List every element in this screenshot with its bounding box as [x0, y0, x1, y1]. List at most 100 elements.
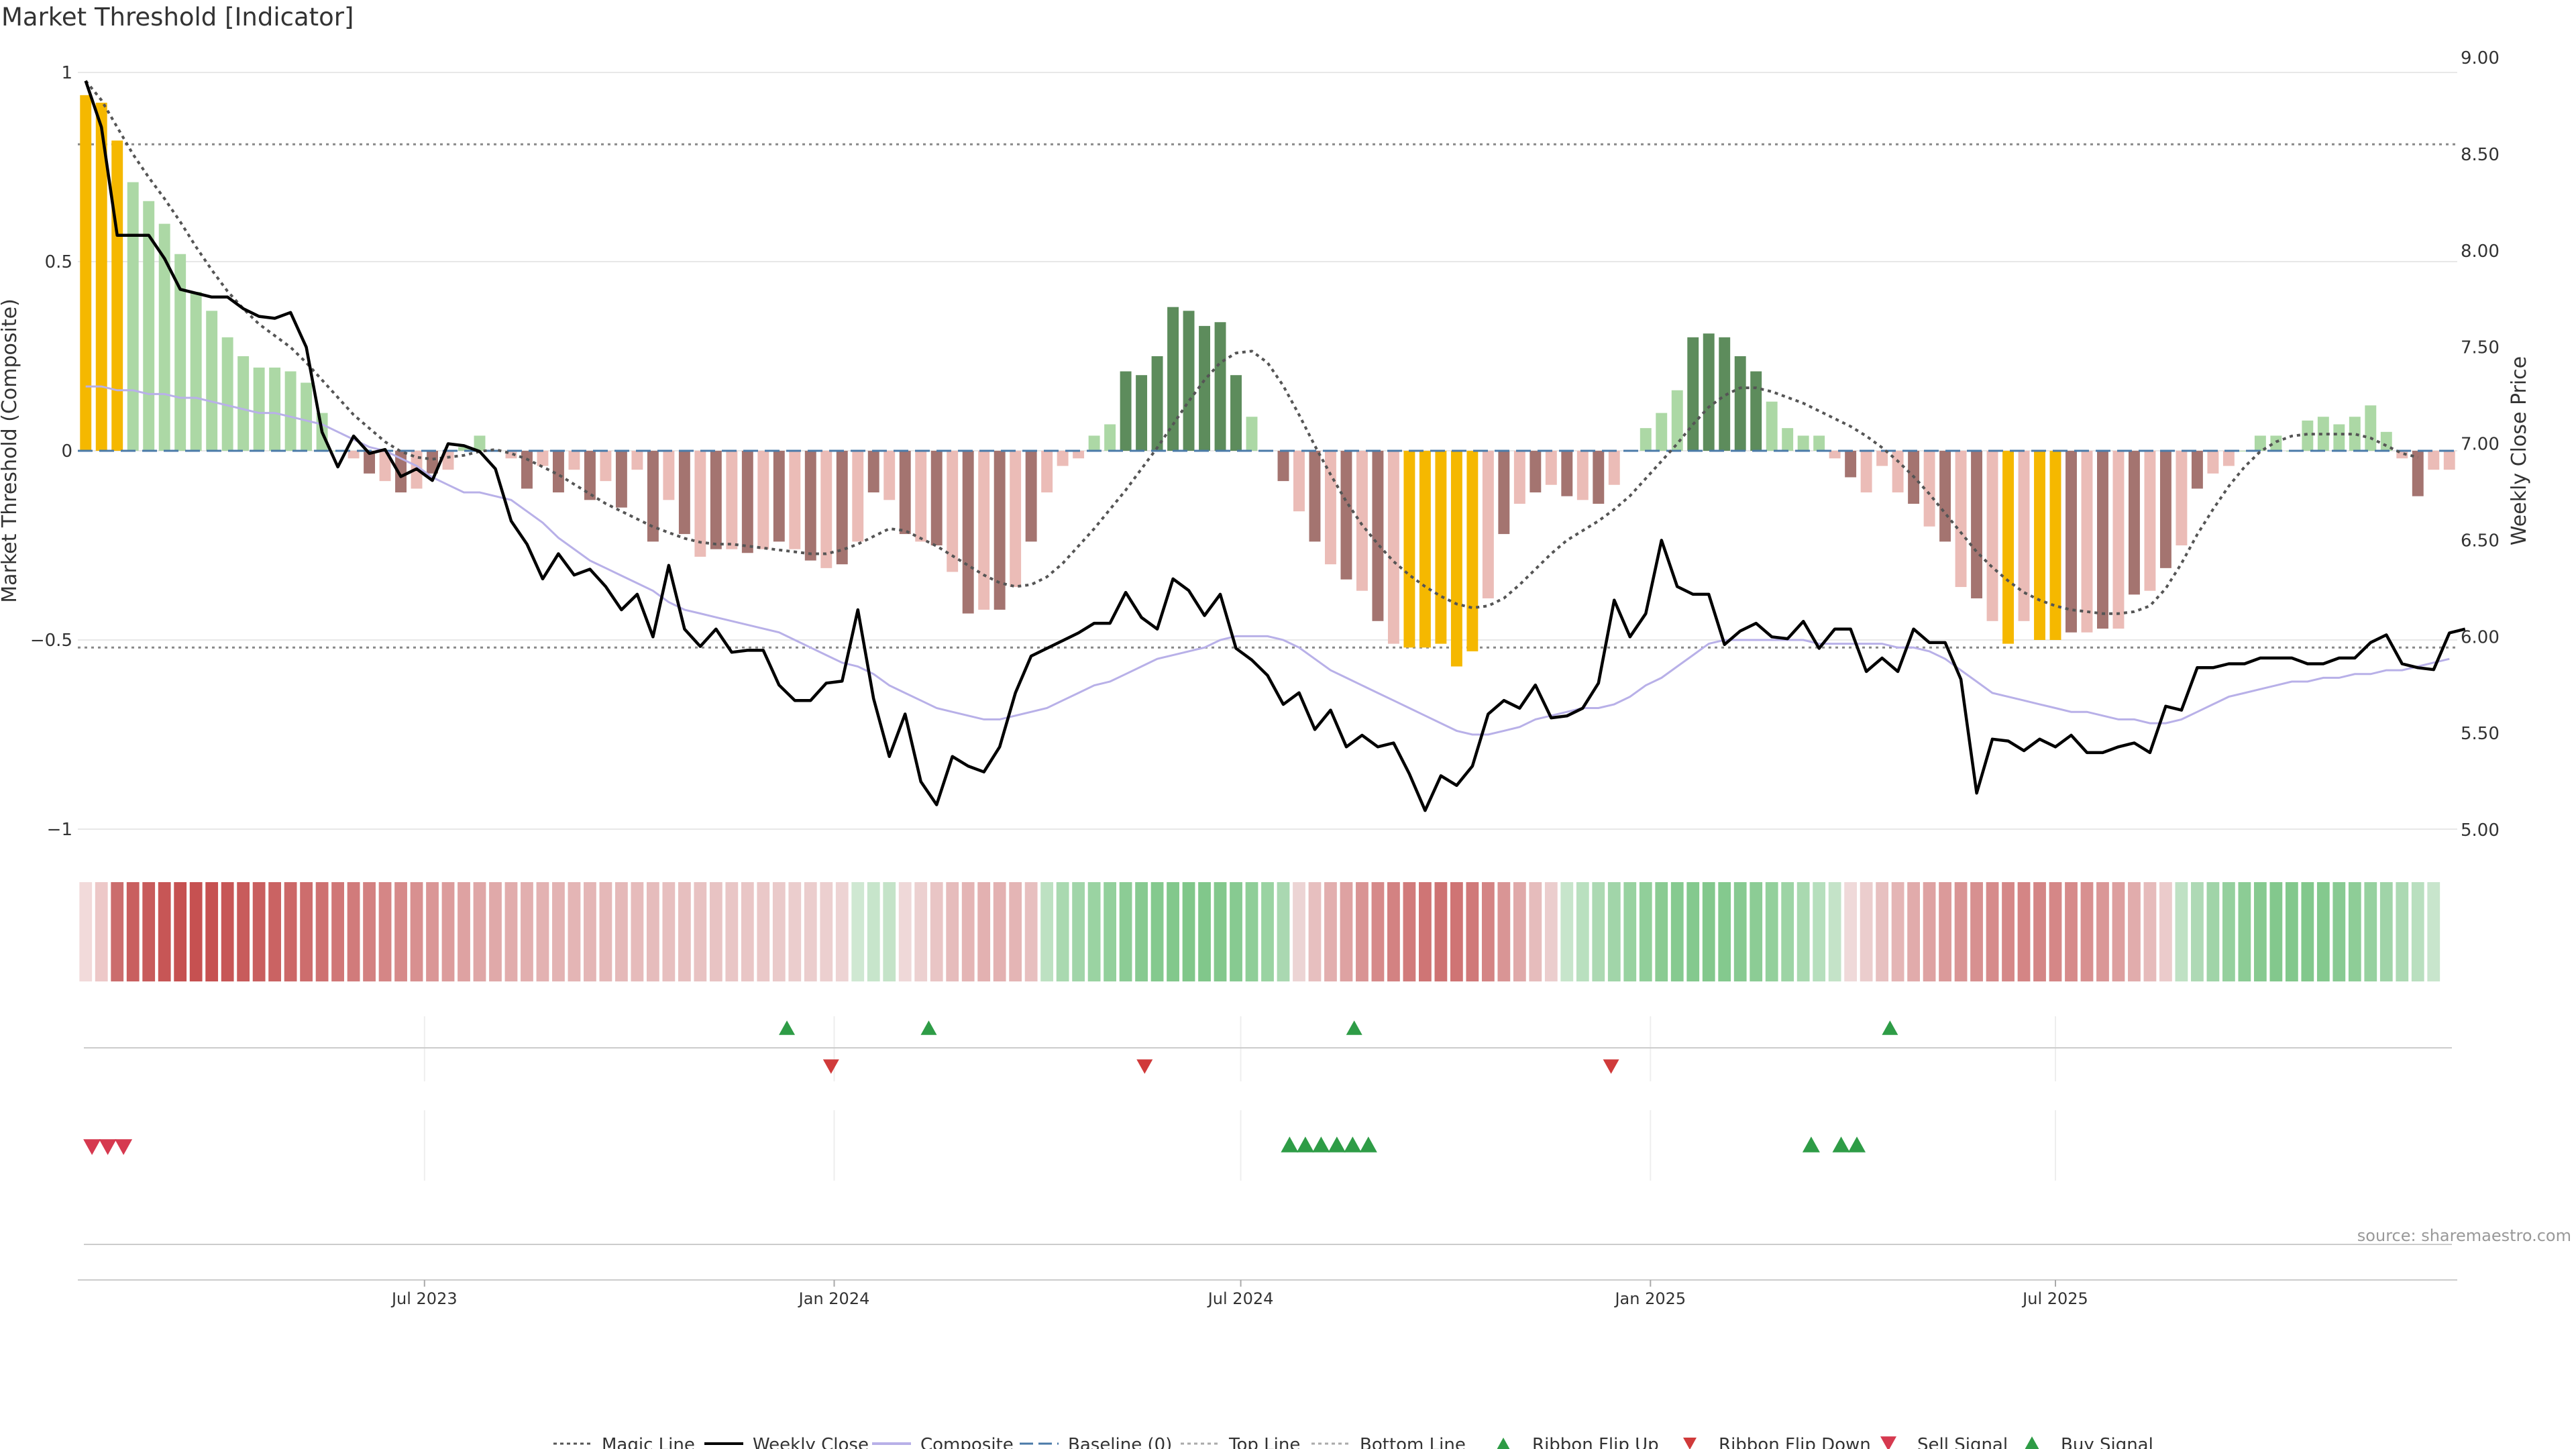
- ribbon-cell: [709, 882, 722, 981]
- composite-bar: [1214, 322, 1226, 451]
- ribbon-cell: [189, 882, 203, 981]
- ribbon-cell: [1939, 882, 1951, 981]
- composite-bar: [1797, 435, 1809, 451]
- ribbon-cell: [521, 882, 533, 981]
- composite-bar: [1010, 451, 1022, 588]
- weekly-close-line: [84, 80, 2466, 812]
- legend-item: Composite: [872, 1435, 1014, 1449]
- ribbon-cell: [331, 882, 344, 981]
- composite-bar: [631, 451, 643, 470]
- ribbon-cell: [1277, 882, 1290, 981]
- legend-label: Composite: [920, 1435, 1014, 1449]
- composite-bar: [1387, 451, 1399, 644]
- composite-bar: [1025, 451, 1037, 542]
- composite-bar: [347, 451, 360, 459]
- ribbon-cell: [1182, 882, 1195, 981]
- right-tick-label: 9.00: [2461, 48, 2500, 68]
- composite-bar: [615, 451, 627, 508]
- buy-signal-marker: [1344, 1136, 1362, 1152]
- composite-bar: [190, 292, 202, 451]
- composite-bar: [2018, 451, 2030, 621]
- ribbon-cell: [300, 882, 313, 981]
- ribbon-cell: [2396, 882, 2409, 981]
- ribbon-flip-down-marker: [1136, 1059, 1153, 1074]
- composite-bar: [1498, 451, 1510, 535]
- ribbon-cell: [1765, 882, 1778, 981]
- ribbon-cell: [1072, 882, 1085, 981]
- legend-item: Sell Signal: [1880, 1435, 2008, 1449]
- magic-line: [85, 80, 2418, 615]
- x-tick-label: Jan 2025: [1613, 1289, 1686, 1308]
- composite-bar: [379, 451, 391, 482]
- composite-bar: [757, 451, 769, 549]
- left-tick-label: −1: [47, 820, 72, 840]
- composite-bar: [427, 451, 438, 474]
- composite-bar: [2159, 451, 2171, 568]
- composite-bar: [2222, 451, 2235, 466]
- composite-bar: [127, 182, 139, 451]
- ribbon-cell: [1970, 882, 1983, 981]
- x-axis: Jul 2023 Jan 2024 Jul 2024 Jan 2025 Jul 2025: [78, 1279, 2457, 1308]
- composite-bar: [1608, 451, 1620, 485]
- composite-bar: [663, 451, 675, 500]
- composite-bar: [947, 451, 959, 572]
- composite-bar: [1971, 451, 1983, 598]
- ribbon-cell: [2238, 882, 2251, 981]
- ribbon-cell: [835, 882, 849, 981]
- ribbon-cell: [2364, 882, 2377, 981]
- buy-signal-marker: [1848, 1136, 1866, 1152]
- ribbon-cell: [1670, 882, 1684, 981]
- ribbon-cell: [2159, 882, 2172, 981]
- buy-signal-marker: [1359, 1136, 1377, 1152]
- right-tick-label: 6.50: [2461, 531, 2500, 551]
- ribbon-cell: [1702, 882, 1715, 981]
- ribbon-cell: [1954, 882, 1968, 981]
- legend-item: Baseline (0): [1020, 1435, 1172, 1449]
- composite-bar: [1120, 371, 1132, 451]
- composite-bar: [1057, 451, 1069, 466]
- ribbon-cell: [2128, 882, 2141, 981]
- ribbon-cell: [2002, 882, 2015, 981]
- composite-bar: [2396, 451, 2408, 459]
- composite-bar: [2191, 451, 2203, 489]
- ribbon-cell: [1923, 882, 1936, 981]
- legend-item: Top Line: [1181, 1435, 1300, 1449]
- ribbon-cell: [1214, 882, 1227, 981]
- ribbon-cell: [1087, 882, 1101, 981]
- legend-item: Weekly Close: [704, 1435, 869, 1449]
- composite-bar: [395, 451, 407, 493]
- composite-bar: [301, 382, 313, 451]
- ribbon-cell: [820, 882, 833, 981]
- composite-bar: [2428, 451, 2440, 470]
- composite-bar: [1656, 413, 1668, 451]
- composite-bar: [1593, 451, 1605, 504]
- composite-bar: [1450, 451, 1462, 667]
- composite-bar: [2270, 435, 2282, 451]
- composite-bar: [1939, 451, 1951, 542]
- composite-bar: [2302, 420, 2314, 451]
- ribbon-cell: [2269, 882, 2283, 981]
- ribbon-cell: [1024, 882, 1038, 981]
- composite-bar: [1151, 356, 1163, 451]
- ribbon-cell: [1356, 882, 1368, 981]
- composite-bar: [678, 451, 690, 535]
- legend-label: Weekly Close: [753, 1435, 869, 1449]
- ribbon-cell: [1261, 882, 1274, 981]
- ribbon-cell: [1497, 882, 1511, 981]
- ribbon-cell: [1040, 882, 1054, 981]
- ribbon-cell: [1844, 882, 1858, 981]
- ribbon-cell: [1419, 882, 1432, 981]
- composite-bar: [994, 451, 1006, 610]
- ribbon-cell: [378, 882, 392, 981]
- buy-signal-marker: [1312, 1136, 1330, 1152]
- composite-bar: [1829, 451, 1841, 459]
- ribbon-cell: [142, 882, 156, 981]
- right-axis-label: Weekly Close Price: [2508, 356, 2531, 545]
- ribbon-cell: [315, 882, 329, 981]
- composite-bar: [1167, 307, 1179, 451]
- ribbon-cell: [2175, 882, 2188, 981]
- legend-label: Ribbon Flip Down: [1719, 1435, 1871, 1449]
- composite-line: [85, 385, 2450, 736]
- composite-bar: [710, 451, 722, 549]
- composite-bar: [2112, 451, 2125, 629]
